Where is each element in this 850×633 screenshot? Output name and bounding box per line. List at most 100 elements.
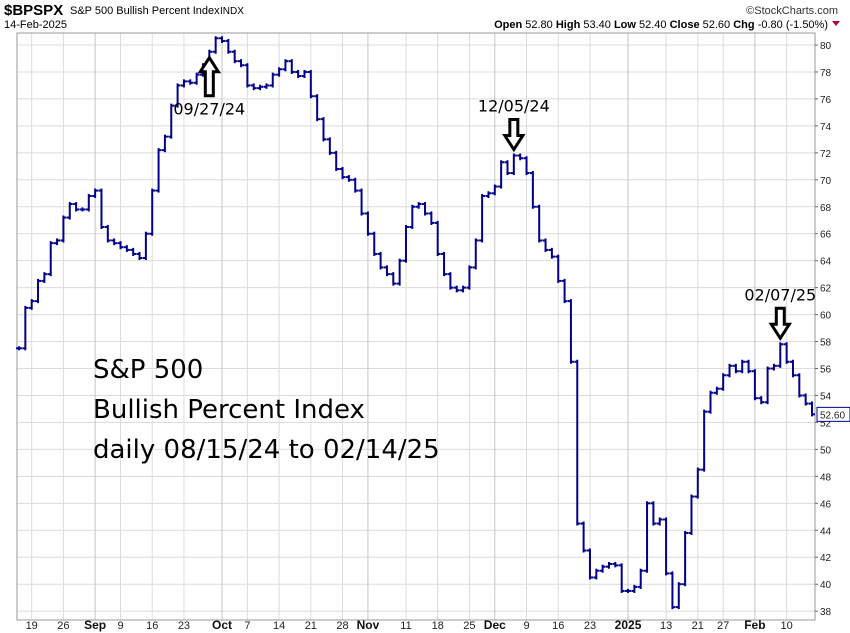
price-bar — [104, 224, 111, 243]
price-bar — [225, 38, 232, 54]
last-value-label: 52.60 — [820, 410, 845, 421]
price-bar — [555, 254, 562, 283]
x-tick-label: Oct — [212, 618, 232, 632]
chg-label: Chg — [733, 19, 754, 31]
price-bar — [212, 36, 219, 54]
price-bar — [809, 401, 815, 417]
price-bar — [345, 175, 352, 182]
annotation-up: 09/27/24 — [173, 54, 245, 119]
price-bar — [796, 373, 803, 398]
price-bar — [98, 188, 105, 230]
x-axis: 19 26 Sep 9 16 23 Oct 7 14 21 28 Nov 11 18 25 Dec 9 16 23 2… — [26, 618, 793, 632]
x-tick-label: 11 — [400, 620, 411, 632]
y-tick-label: 80 — [820, 41, 832, 52]
price-bar — [548, 247, 555, 259]
price-bar — [377, 251, 384, 270]
price-bar — [174, 83, 181, 108]
price-bar — [409, 204, 416, 230]
price-bar — [472, 238, 479, 270]
price-bar — [250, 83, 257, 91]
x-tick-label: 25 — [463, 620, 475, 632]
annotations: 09/27/24 12/05/24 02/07/25 — [173, 54, 816, 342]
price-bar — [599, 564, 606, 573]
y-tick-label: 56 — [820, 365, 832, 376]
price-bar — [777, 342, 784, 368]
x-tick-label: 27 — [717, 620, 729, 632]
price-series — [16, 36, 815, 610]
price-bar — [136, 251, 143, 261]
y-tick-label: 78 — [820, 68, 832, 79]
arrow-down-icon — [768, 306, 793, 342]
grid — [17, 33, 815, 620]
price-bar — [663, 517, 670, 576]
index-name: S&P 500 Bullish Percent Index — [70, 5, 220, 17]
y-tick-label: 60 — [820, 311, 832, 322]
x-tick-label: 21 — [305, 620, 317, 632]
x-tick-label: 26 — [57, 620, 69, 632]
price-bar — [764, 366, 771, 405]
arrow-up-icon — [197, 54, 222, 98]
plot-frame — [16, 32, 816, 621]
x-tick-label: 13 — [660, 620, 672, 632]
price-bar — [244, 63, 251, 88]
high-value: 53.40 — [583, 19, 611, 31]
price-bar — [656, 517, 663, 526]
price-bar — [47, 241, 54, 277]
ohlc-readout: Open 52.80 High 53.40 Low 52.40 Close 52… — [494, 19, 828, 31]
brand-logo: ©StockCharts.com — [746, 5, 838, 17]
close-label: Close — [670, 19, 700, 31]
price-bar — [149, 188, 156, 236]
price-bar — [288, 59, 295, 74]
y-tick-label: 42 — [820, 553, 832, 564]
price-bar — [504, 160, 511, 176]
x-tick-label: 16 — [146, 620, 158, 632]
price-bar — [631, 584, 638, 593]
x-tick-label: 28 — [336, 620, 348, 632]
price-bar — [85, 193, 92, 212]
y-tick-label: 76 — [820, 95, 832, 106]
y-tick-label: 40 — [820, 580, 832, 591]
price-bar — [168, 103, 175, 139]
y-tick-label: 50 — [820, 445, 832, 456]
price-bar — [92, 188, 99, 198]
open-value: 52.80 — [525, 19, 553, 31]
price-bar — [542, 238, 549, 252]
price-bar — [111, 238, 118, 246]
price-bar — [726, 363, 733, 378]
x-tick-label: 7 — [244, 620, 250, 632]
price-bar — [383, 265, 390, 277]
price-bar — [675, 582, 682, 610]
price-bar — [219, 36, 226, 43]
price-bar — [66, 202, 73, 220]
price-bar — [701, 409, 708, 472]
price-bar — [257, 84, 264, 91]
x-tick-label: 2025 — [615, 618, 642, 632]
price-bar — [276, 67, 283, 77]
down-triangle-icon — [832, 21, 840, 26]
price-bar — [618, 563, 625, 593]
x-tick-label: Dec — [484, 618, 506, 632]
open-label: Open — [494, 19, 522, 31]
price-bar — [637, 568, 644, 589]
y-tick-label: 64 — [820, 257, 832, 268]
price-bar — [16, 346, 22, 351]
price-bar — [529, 171, 536, 209]
price-bar — [326, 137, 333, 155]
y-tick-label: 70 — [820, 176, 832, 187]
price-bar — [669, 571, 676, 610]
price-bar — [415, 202, 422, 209]
close-value: 52.60 — [703, 19, 731, 31]
y-tick-label: 66 — [820, 230, 832, 241]
price-bar — [720, 373, 727, 391]
x-tick-label: 9 — [117, 620, 123, 632]
y-tick-label: 72 — [820, 149, 832, 160]
price-bar — [789, 359, 796, 378]
price-bar — [491, 184, 498, 196]
price-bar — [498, 160, 505, 189]
x-tick-label: 19 — [26, 620, 38, 632]
price-bar — [688, 494, 695, 535]
price-bar — [73, 202, 80, 212]
last-value-box — [816, 406, 850, 422]
y-tick-label: 46 — [820, 499, 832, 510]
price-bar — [60, 215, 67, 243]
